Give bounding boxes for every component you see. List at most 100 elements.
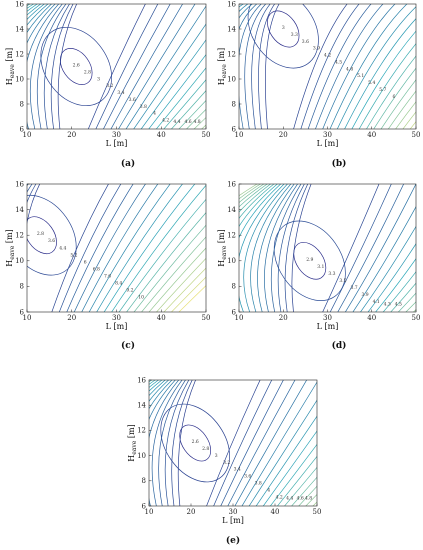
y-tick-label: 6 bbox=[20, 308, 25, 316]
y-tick-label: 14 bbox=[15, 25, 24, 33]
y-tick-label: 10 bbox=[15, 257, 24, 265]
contour-label: 3.3 bbox=[328, 271, 335, 277]
contour-label: 3.2 bbox=[223, 460, 230, 466]
contour-line bbox=[40, 26, 112, 107]
x-axis-label: L [m] bbox=[106, 322, 128, 331]
contour-line bbox=[227, 380, 296, 506]
contour-label: 3.8 bbox=[140, 104, 147, 110]
x-tick-label: 30 bbox=[112, 131, 121, 139]
contour-line bbox=[178, 285, 206, 312]
x-tick-label: 10 bbox=[145, 508, 154, 516]
contour-label: 3.6 bbox=[244, 474, 251, 480]
contour-line bbox=[251, 4, 271, 129]
x-tick-label: 50 bbox=[202, 314, 211, 322]
contour-label: 4 bbox=[267, 488, 270, 494]
contour-line bbox=[103, 4, 171, 129]
contour-line bbox=[111, 184, 206, 312]
x-tick-label: 10 bbox=[235, 131, 244, 139]
contour-line bbox=[43, 4, 70, 129]
contour-label: 4.6 bbox=[185, 119, 192, 125]
contour-label: 4 bbox=[153, 111, 156, 117]
contour-line bbox=[87, 4, 146, 129]
contour-label: 3 bbox=[282, 25, 285, 31]
contour-line bbox=[149, 380, 173, 410]
contour-label: 3.6 bbox=[129, 97, 136, 103]
y-axis-label: Heave [m] bbox=[217, 48, 228, 85]
contour-label: 3.6 bbox=[48, 238, 55, 244]
contour-label: 8.4 bbox=[115, 280, 122, 286]
contour-label: 4.5 bbox=[335, 59, 342, 65]
x-tick-label: 30 bbox=[323, 131, 332, 139]
contour-label: 3.7 bbox=[350, 285, 357, 291]
x-tick-label: 50 bbox=[313, 508, 322, 516]
contour-line bbox=[148, 54, 206, 129]
y-tick-label: 10 bbox=[15, 75, 24, 83]
contour-line bbox=[73, 184, 146, 312]
contour-label: 2.8 bbox=[202, 446, 209, 452]
contour-label: 9.2 bbox=[126, 288, 133, 294]
x-tick-label: 40 bbox=[157, 131, 166, 139]
contour-line bbox=[164, 380, 190, 506]
x-tick-label: 50 bbox=[412, 314, 421, 322]
y-tick-label: 12 bbox=[227, 232, 236, 240]
contour-line bbox=[320, 367, 423, 518]
contour-line bbox=[149, 380, 156, 385]
contour-line bbox=[241, 381, 317, 506]
contour-label: 2.9 bbox=[306, 257, 313, 263]
x-tick-label: 20 bbox=[279, 131, 288, 139]
contour-label: 5.1 bbox=[357, 73, 364, 79]
contour-line bbox=[151, 380, 183, 506]
contour-line bbox=[118, 4, 196, 129]
x-tick-label: 30 bbox=[112, 314, 121, 322]
contour-line bbox=[81, 184, 159, 312]
contour-line bbox=[375, 258, 416, 312]
contour-label: 4.3 bbox=[384, 302, 391, 308]
contour-line bbox=[265, 4, 280, 129]
contour-line bbox=[250, 184, 292, 312]
y-axis-label: Heave [m] bbox=[127, 424, 138, 461]
y-tick-label: 12 bbox=[15, 232, 24, 240]
contour-label: 3.2 bbox=[106, 83, 113, 89]
panel-caption: (d) bbox=[332, 340, 347, 351]
contours-a: 2.6 2.8 3 3.2 3.4 3.6 3.8 4 4.2 4.4 4.6 4.8 bbox=[27, 4, 206, 129]
y-tick-label: 8 bbox=[20, 283, 24, 291]
contour-line bbox=[239, 184, 282, 239]
contour-line bbox=[110, 4, 183, 129]
contour-line bbox=[96, 184, 183, 312]
contour-line bbox=[27, 4, 49, 26]
panel-d: 2.9 3.1 3.3 3.5 3.7 3.9 4.1 4.3 4.5 10 20 30 40 50 6 8 1… bbox=[217, 180, 421, 351]
contour-line bbox=[267, 10, 300, 48]
contour-line bbox=[298, 485, 317, 506]
contour-line bbox=[307, 367, 423, 518]
contour-line bbox=[373, 67, 416, 129]
y-tick-label: 8 bbox=[232, 283, 236, 291]
contour-label: 2.6 bbox=[73, 63, 80, 69]
contour-label: 6 bbox=[392, 94, 395, 100]
contour-line bbox=[27, 194, 77, 276]
y-tick-label: 16 bbox=[227, 180, 236, 188]
contour-label: 4.4 bbox=[286, 496, 293, 502]
contour-label: 4.1 bbox=[373, 299, 380, 305]
contour-line bbox=[50, 4, 74, 129]
contour-line bbox=[329, 184, 392, 312]
y-tick-label: 14 bbox=[227, 206, 236, 214]
contour-label: 3.3 bbox=[291, 32, 298, 38]
y-tick-label: 14 bbox=[15, 206, 24, 214]
contour-line bbox=[397, 292, 416, 312]
y-tick-label: 6 bbox=[232, 308, 237, 316]
contour-line bbox=[51, 184, 109, 312]
contour-label: 4.2 bbox=[162, 118, 169, 124]
panel-caption: (a) bbox=[121, 158, 135, 169]
contour-line bbox=[293, 4, 348, 129]
plot-area-b bbox=[239, 4, 416, 129]
contours-b: 3 3.3 3.6 3.9 4.2 4.5 4.8 5.1 5.4 5.7 6 bbox=[239, 4, 416, 129]
contour-line bbox=[156, 257, 206, 312]
x-axis-label: L [m] bbox=[317, 322, 339, 331]
contour-line bbox=[171, 276, 206, 312]
contour-line bbox=[395, 101, 416, 129]
y-tick-label: 10 bbox=[227, 75, 236, 83]
contour-line bbox=[178, 99, 206, 129]
contour-line bbox=[239, 184, 285, 312]
